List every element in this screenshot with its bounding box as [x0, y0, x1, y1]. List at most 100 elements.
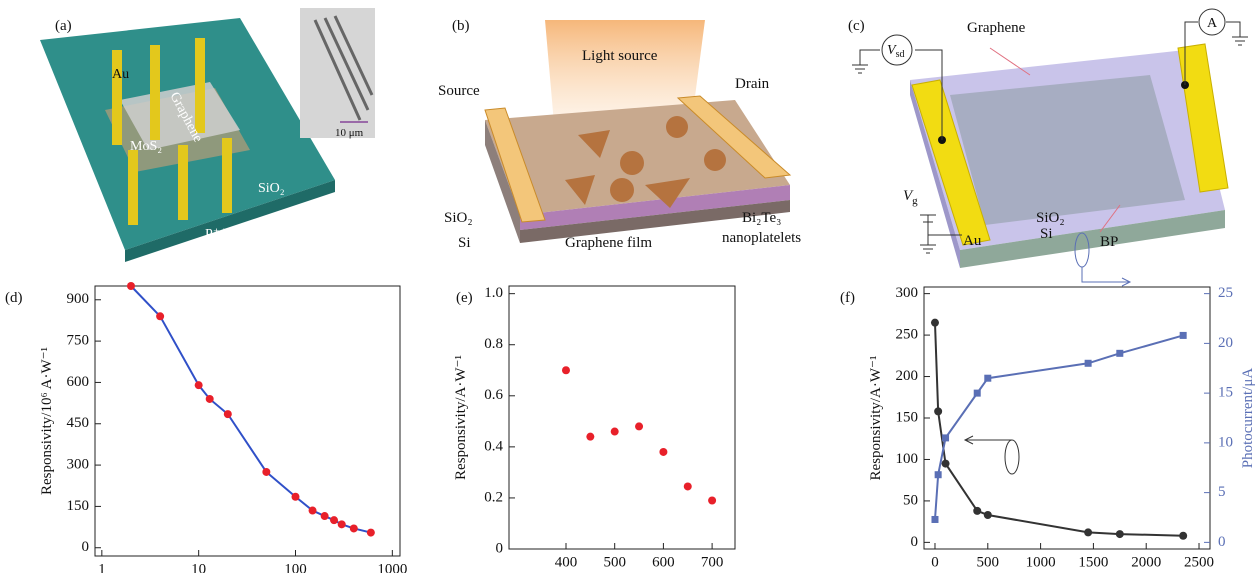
panel-a: (a) Au Graphene MoS₂ SiO₂ P⁺⁺ Si 10 μm — [40, 8, 375, 262]
electrode — [222, 138, 232, 213]
y-axis-label: Responsivity/A·W⁻¹ — [453, 355, 469, 480]
y-tick-label: 50 — [903, 492, 918, 508]
point — [1179, 532, 1187, 540]
panel-tag: (a) — [55, 18, 72, 34]
point — [1116, 350, 1123, 357]
point — [562, 366, 570, 374]
plot-frame — [924, 287, 1210, 549]
nanoplatelet — [704, 149, 726, 171]
label: nanoplatelets — [722, 230, 801, 246]
y-axis-label: Responsivity/A·W⁻¹ — [868, 356, 884, 481]
point — [156, 312, 164, 320]
y2-axis-label: Photocurrent/μA — [1240, 368, 1255, 469]
electrode — [178, 145, 188, 220]
y2-tick-label: 5 — [1218, 484, 1226, 500]
nanoplatelet — [620, 151, 644, 175]
label: Vg — [903, 188, 918, 207]
point — [206, 395, 214, 403]
label: SiO₂ — [1036, 210, 1065, 226]
y2-tick-label: 10 — [1218, 434, 1233, 450]
label: MoS₂ — [130, 139, 162, 154]
y2-tick-label: 0 — [1218, 534, 1226, 550]
y2-tick-label: 25 — [1218, 285, 1233, 301]
y-tick-label: 450 — [67, 415, 90, 431]
label: 10 μm — [335, 127, 364, 139]
point — [367, 529, 375, 537]
nanoplatelet — [666, 116, 688, 138]
label: Au — [112, 67, 129, 82]
annotations — [965, 233, 1130, 474]
label: Graphene film — [565, 235, 652, 251]
point — [330, 516, 338, 524]
figure: (a) Au Graphene MoS₂ SiO₂ P⁺⁺ Si 10 μm (… — [0, 0, 1255, 573]
y-tick-label: 1.0 — [484, 285, 503, 301]
arrow-left — [965, 436, 1012, 444]
label-sub: sd — [896, 49, 905, 60]
point — [934, 407, 942, 415]
point — [974, 390, 981, 397]
point — [984, 375, 991, 382]
plot-frame — [95, 286, 400, 556]
x-tick-label: 1000 — [377, 561, 407, 573]
point — [586, 433, 594, 441]
y-tick-label: 0 — [911, 534, 919, 550]
label-sub: g — [912, 195, 918, 207]
point — [1180, 332, 1187, 339]
label: BP — [1100, 234, 1118, 250]
label: A — [1207, 16, 1218, 31]
y2-tick-label: 20 — [1218, 335, 1233, 351]
point — [611, 428, 619, 436]
x-tick-label: 1000 — [1026, 554, 1056, 570]
label: Source — [438, 83, 480, 99]
point — [942, 434, 949, 441]
point — [1116, 530, 1124, 538]
point — [309, 507, 317, 515]
point — [224, 410, 232, 418]
y-tick-label: 900 — [67, 291, 90, 307]
label: Si — [458, 235, 471, 251]
y-tick-label: 250 — [896, 327, 919, 343]
x-tick-label: 400 — [555, 554, 578, 570]
point — [1084, 528, 1092, 536]
y-tick-label: 0.8 — [484, 336, 503, 352]
y-tick-label: 0 — [496, 540, 504, 556]
point — [973, 507, 981, 515]
series-line — [131, 286, 371, 533]
point — [127, 282, 135, 290]
point — [195, 381, 203, 389]
x-tick-label: 700 — [701, 554, 724, 570]
y-tick-label: 300 — [67, 457, 90, 473]
y-tick-label: 150 — [67, 498, 90, 514]
panel-tag: (c) — [848, 18, 865, 34]
label: Au — [963, 233, 982, 249]
plot-frame — [509, 286, 735, 549]
point — [338, 520, 346, 528]
bp-lattice — [950, 75, 1185, 225]
x-tick-label: 100 — [284, 561, 307, 573]
panel-tag: (f) — [840, 290, 855, 306]
point — [708, 496, 716, 504]
point — [942, 460, 950, 468]
point — [321, 512, 329, 520]
label: Light source — [582, 48, 658, 64]
point — [659, 448, 667, 456]
y-tick-label: 100 — [896, 451, 919, 467]
x-tick-label: 10 — [191, 561, 206, 573]
y2-tick-label: 15 — [1218, 385, 1233, 401]
panel-tag: (b) — [452, 18, 470, 34]
x-tick-label: 1 — [98, 561, 106, 573]
panel-tag: (e) — [456, 290, 473, 306]
panel-b: (b) Light source Source Drain SiO₂ Si Gr… — [438, 18, 801, 251]
electrode — [195, 38, 205, 133]
electrode — [112, 50, 122, 145]
panel-tag: (d) — [5, 290, 23, 306]
y-tick-label: 0.2 — [484, 489, 503, 505]
y-tick-label: 600 — [67, 374, 90, 390]
x-tick-label: 600 — [652, 554, 675, 570]
y-tick-label: 300 — [896, 285, 919, 301]
label: Si — [1040, 226, 1053, 242]
y-axis-label: Responsivity/10⁶ A·W⁻¹ — [39, 347, 55, 495]
point — [635, 422, 643, 430]
point — [931, 516, 938, 523]
electrode — [150, 45, 160, 140]
